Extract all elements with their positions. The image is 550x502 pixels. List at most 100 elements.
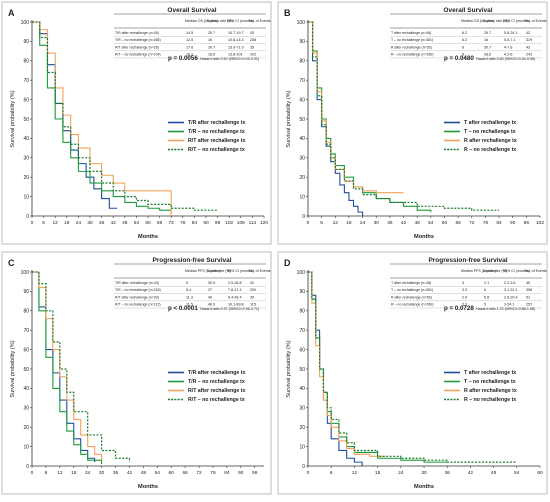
- table-cell: 30.7: [208, 45, 215, 49]
- table-cell: 46.9: [208, 303, 215, 307]
- table-cell: T – no rechallenge (n=381): [391, 288, 433, 292]
- y-tick-label: 10: [299, 444, 305, 450]
- x-tick-label: 102: [536, 220, 544, 226]
- y-tick-label: 100: [21, 270, 30, 276]
- legend-label: T – no rechallenge tx: [464, 379, 516, 385]
- x-tick-label: 0: [307, 220, 310, 226]
- x-tick-label: 30: [99, 470, 105, 476]
- table-cell: 6.2: [462, 31, 467, 35]
- x-tick-label: 120: [260, 220, 268, 226]
- y-tick-label: 40: [23, 136, 29, 142]
- legend-label: R/T – no rechallenge tx: [188, 397, 245, 403]
- table-cell: 5: [462, 53, 464, 57]
- x-tick-label: 54: [428, 220, 434, 226]
- x-tick-label: 18: [375, 470, 381, 476]
- y-tick-label: 70: [23, 328, 29, 334]
- x-tick-label: 90: [510, 220, 516, 226]
- series-line-3: [308, 21, 404, 194]
- table-cell: 3.3: [462, 303, 467, 307]
- table-cell: R/T – no rechallenge (n=122): [115, 303, 161, 307]
- x-axis-label: Months: [414, 484, 434, 490]
- table-cell: 2.1: [484, 281, 489, 285]
- series-line-1: [308, 21, 364, 216]
- y-tick-label: 50: [299, 367, 305, 373]
- x-tick-label: 30: [421, 470, 427, 476]
- table-cell: R after rechallenge (n=53): [391, 295, 432, 299]
- x-tick-label: 0: [31, 470, 34, 476]
- table-cell: 7.8-47.4: [228, 288, 242, 292]
- table-cell: T/R – no rechallenge (n=218): [115, 288, 161, 292]
- table-cell: 2.6-20.4: [504, 295, 518, 299]
- table-cell: 258: [250, 38, 256, 42]
- legend-label: T/R after rechallenge tx: [188, 370, 245, 376]
- table-cell: 3.3: [462, 288, 467, 292]
- table-cell: 43: [250, 31, 254, 35]
- panel-frame: [277, 1, 548, 245]
- y-tick-label: 10: [299, 194, 305, 200]
- x-tick-label: 42: [111, 220, 117, 226]
- table-cell: 3-54.1: [504, 303, 514, 307]
- y-tick-label: 90: [23, 39, 29, 45]
- panel-frame: [1, 251, 272, 495]
- y-tick-label: 40: [299, 136, 305, 142]
- table-cell: 10.8-14.3: [228, 38, 244, 42]
- x-tick-label: 84: [496, 220, 502, 226]
- table-cell: 30.7: [484, 45, 491, 49]
- x-tick-label: 60: [537, 470, 543, 476]
- x-tick-label: 96: [215, 220, 221, 226]
- table-cell: 25.7: [484, 31, 491, 35]
- chart-title: Progression-free Survival: [428, 257, 507, 264]
- table-cell: 42: [526, 31, 530, 35]
- series-line-4: [32, 271, 131, 463]
- x-tick-label: 48: [491, 470, 497, 476]
- y-tick-label: 0: [26, 464, 29, 470]
- x-tick-label: 42: [401, 220, 407, 226]
- p-value: p < 0.0001: [168, 305, 198, 312]
- x-tick-label: 60: [442, 220, 448, 226]
- x-tick-label: 78: [210, 470, 216, 476]
- panel-letter: C: [8, 258, 15, 268]
- x-tick-label: 24: [360, 220, 366, 226]
- table-cell: R after rechallenge (n=53): [391, 45, 432, 49]
- table-header-cell: 1-year rate (%): [483, 269, 507, 273]
- x-tick-label: 0: [31, 220, 34, 226]
- hazard-ratio: Hazard ratio 0.65 (95%CI=0.44-0.95): [476, 57, 535, 61]
- x-tick-label: 12: [333, 220, 339, 226]
- series-line-2: [308, 21, 432, 213]
- y-tick-label: 60: [299, 347, 305, 353]
- y-tick-label: 90: [299, 39, 305, 45]
- y-tick-label: 70: [299, 78, 305, 84]
- chart-title: Progression-free Survival: [152, 257, 231, 264]
- y-tick-label: 60: [23, 97, 29, 103]
- series-line-1: [32, 21, 118, 209]
- y-tick-label: 50: [299, 117, 305, 123]
- table-cell: 6: [462, 45, 464, 49]
- table-cell: 12.5: [186, 38, 193, 42]
- table-cell: 14.5: [186, 31, 193, 35]
- x-tick-label: 54: [514, 470, 520, 476]
- y-axis-label: Survival probability (%): [286, 90, 292, 147]
- panel-a: A Overall Survival Median OS (Months)3-ye…: [1, 1, 272, 245]
- series-line-1: [32, 271, 96, 463]
- table-cell: 25.7: [208, 31, 215, 35]
- x-tick-label: 48: [141, 470, 147, 476]
- legend-label: R – no rechallenge tx: [464, 397, 516, 403]
- y-tick-label: 40: [23, 386, 29, 392]
- x-axis-label: Months: [138, 234, 158, 240]
- table-header-cell: 95% CI (months): [503, 269, 530, 273]
- x-tick-label: 24: [85, 470, 91, 476]
- legend-label: T/R – no rechallenge tx: [188, 379, 245, 385]
- table-cell: 10.1-89.8: [228, 303, 244, 307]
- x-tick-label: 90: [203, 220, 209, 226]
- table-cell: 2.9: [462, 295, 467, 299]
- x-tick-label: 78: [483, 220, 489, 226]
- panel-frame: [1, 1, 272, 245]
- table-cell: 4-7.8: [504, 45, 512, 49]
- table-header-cell: Median PFS (Months): [185, 269, 220, 273]
- legend-label: R/T after rechallenge tx: [188, 138, 245, 144]
- table-cell: 3: [462, 281, 464, 285]
- legend-label: T after rechallenge tx: [464, 120, 516, 126]
- table-cell: 8.4: [186, 288, 191, 292]
